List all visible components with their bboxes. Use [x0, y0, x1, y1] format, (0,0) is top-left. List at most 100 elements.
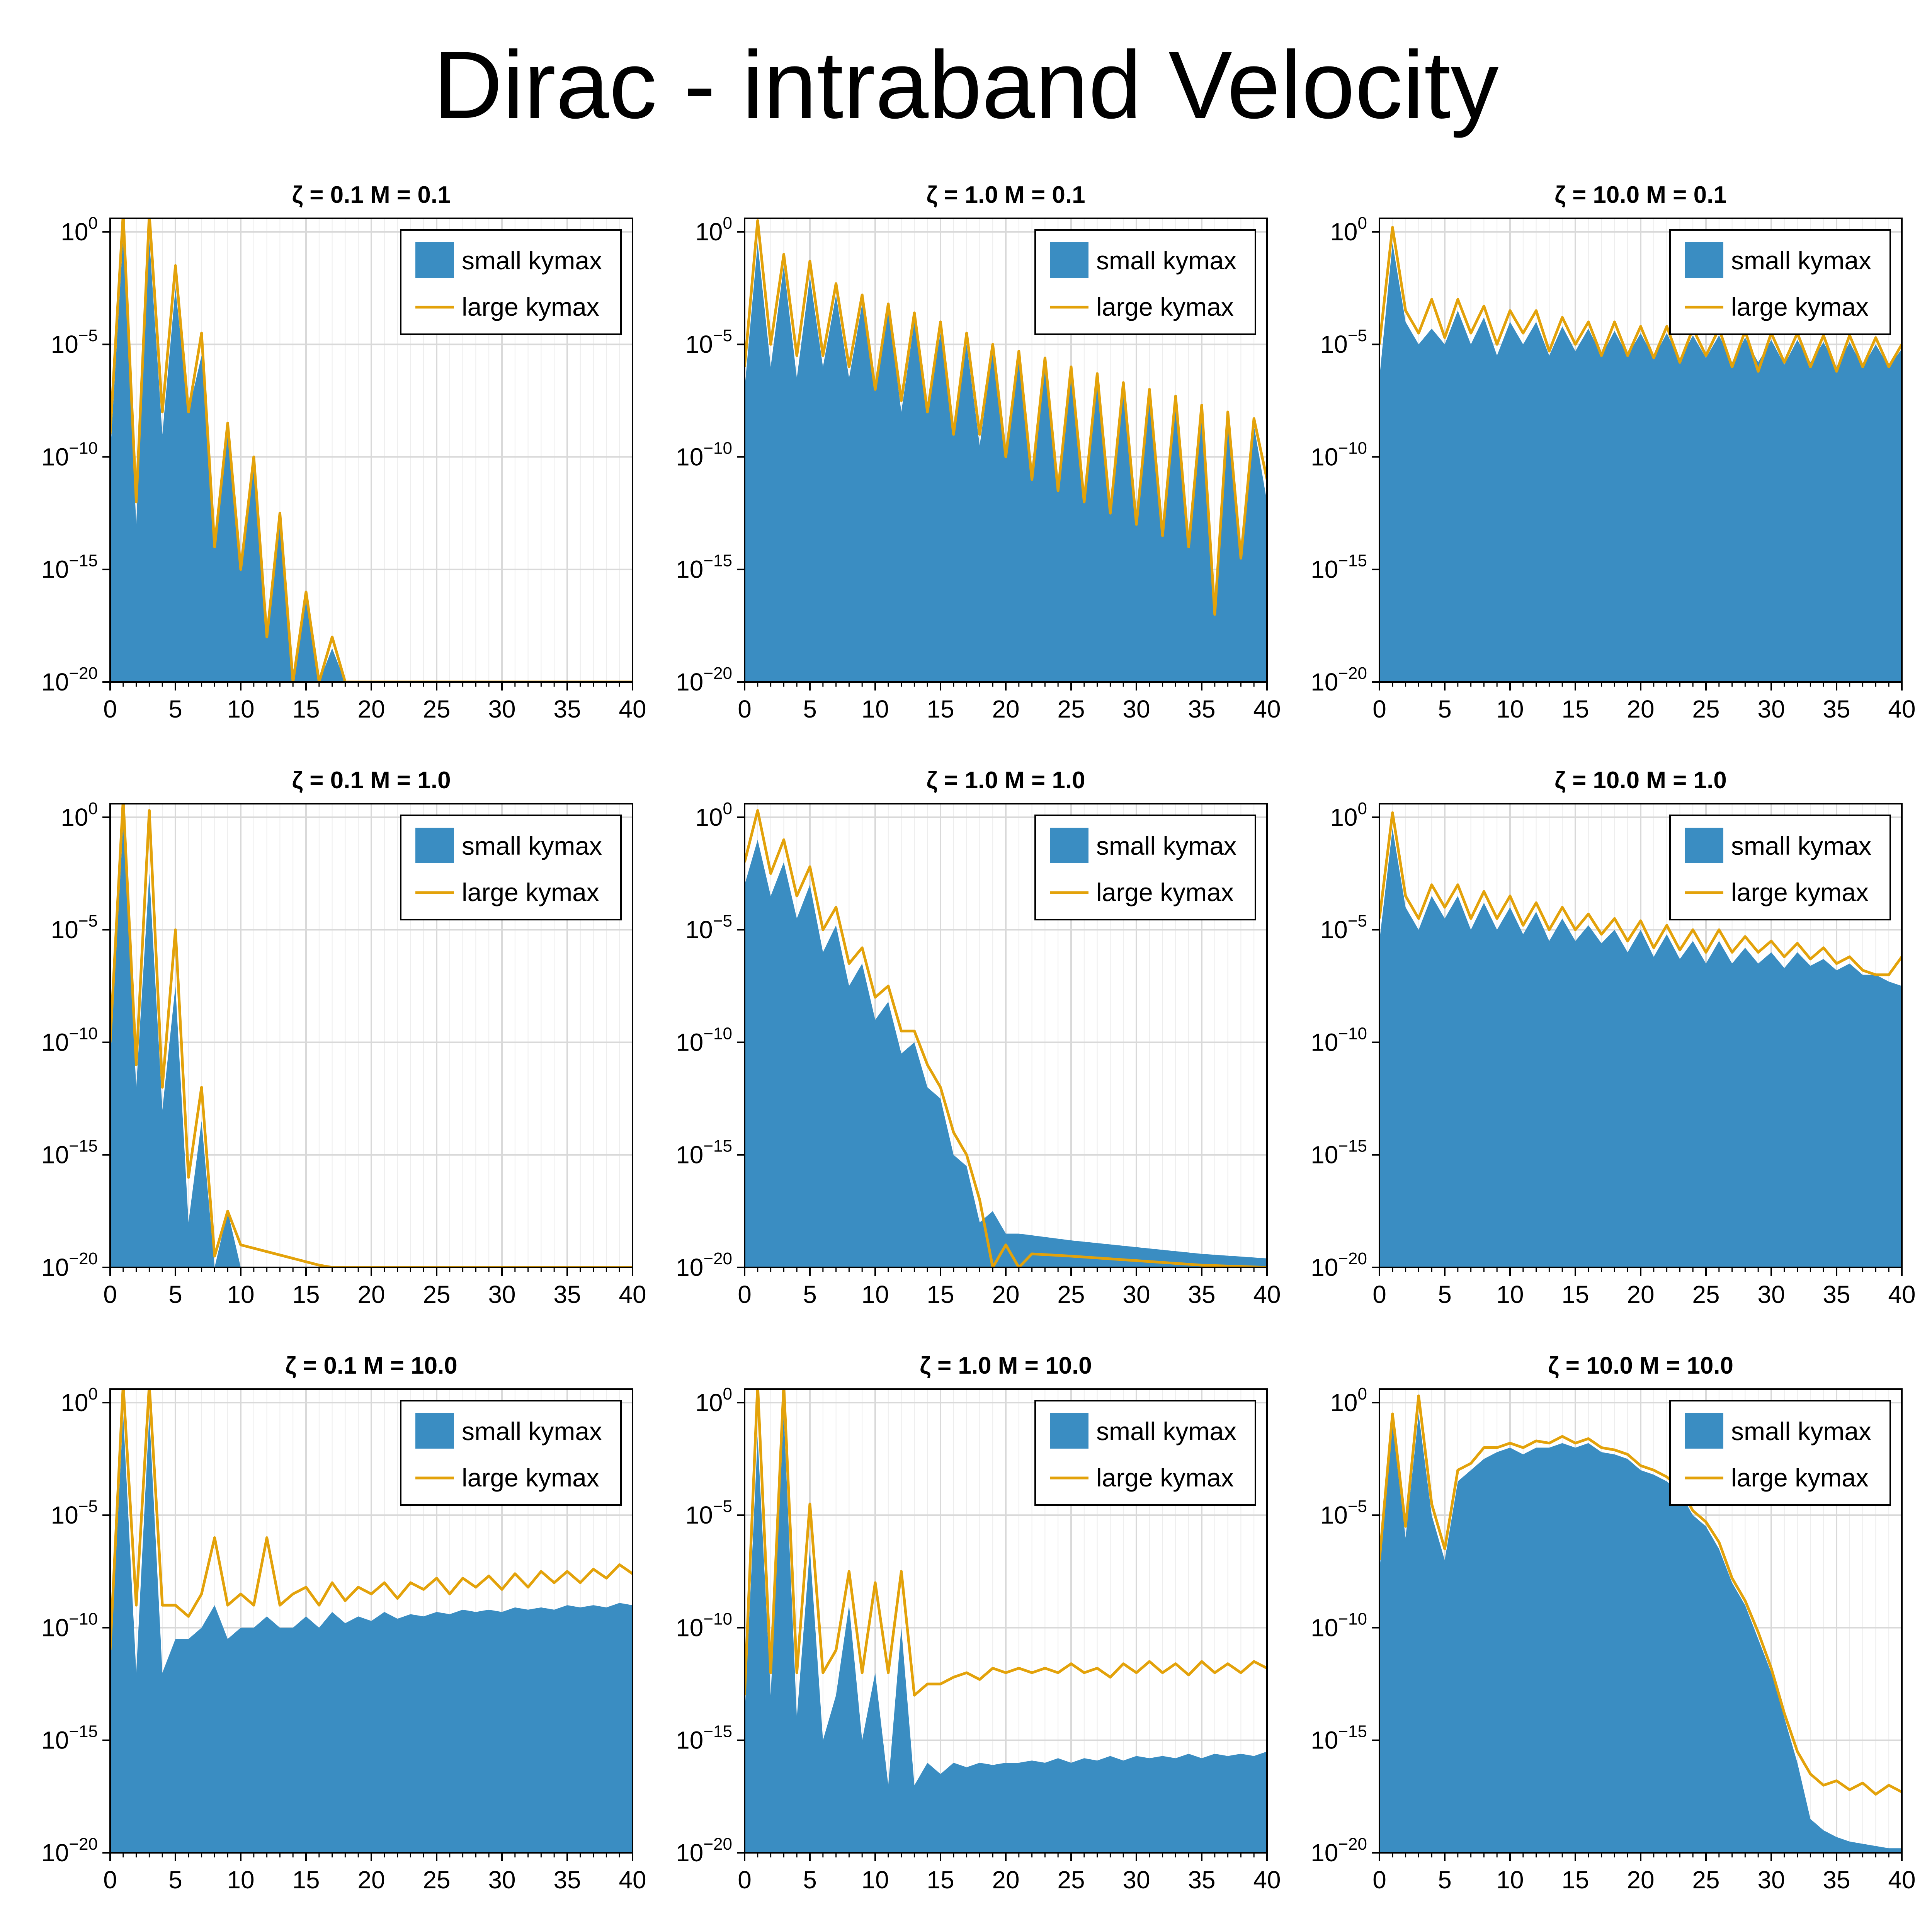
legend: small kymax large kymax — [1669, 815, 1891, 920]
y-tick-label: 100 — [61, 1384, 98, 1417]
x-tick-label: 40 — [619, 1281, 646, 1308]
y-tick-label: 10−15 — [676, 551, 732, 583]
series-large-kymax-line — [745, 1389, 1267, 1697]
legend-small-label: small kymax — [1731, 1417, 1871, 1446]
legend-small-swatch — [1685, 828, 1723, 863]
series-small-kymax-area — [745, 1414, 1267, 1853]
y-tick-label: 100 — [1330, 799, 1367, 831]
y-tick-label: 10−20 — [41, 1249, 98, 1281]
panel-title: ζ = 1.0 M = 0.1 — [926, 182, 1085, 208]
y-tick-label: 10−5 — [1320, 326, 1367, 358]
x-tick-label: 5 — [803, 695, 817, 723]
series-small-kymax-area — [110, 1414, 633, 1853]
y-tick-label: 10−10 — [676, 439, 732, 471]
panel-title: ζ = 0.1 M = 0.1 — [292, 182, 451, 208]
series-small-kymax-area — [110, 824, 633, 1267]
x-tick-label: 35 — [1188, 1866, 1215, 1894]
legend-small-label: small kymax — [1731, 832, 1871, 860]
legend: small kymax large kymax — [400, 229, 622, 335]
y-tick-label: 10−5 — [51, 1497, 98, 1529]
y-tick-label: 10−20 — [41, 1835, 98, 1867]
y-tick-label: 10−10 — [41, 1024, 98, 1056]
x-tick-label: 25 — [1057, 695, 1085, 723]
y-tick-label: 10−20 — [676, 664, 732, 696]
series-large-kymax-line — [1379, 226, 1902, 373]
y-tick-label: 10−5 — [51, 326, 98, 358]
x-tick-label: 20 — [357, 1281, 385, 1308]
series-large-kymax-line — [110, 1389, 633, 1650]
x-tick-label: 15 — [292, 1866, 320, 1894]
y-tick-label: 10−10 — [41, 439, 98, 471]
legend-large-label: large kymax — [1096, 1463, 1234, 1492]
x-tick-label: 35 — [553, 1866, 581, 1894]
x-tick-label: 40 — [1253, 695, 1281, 723]
legend: small kymax large kymax — [1034, 229, 1256, 335]
y-tick-label: 10−20 — [1311, 1835, 1367, 1867]
series-large-kymax-line — [745, 219, 1267, 616]
x-tick-label: 40 — [1888, 1281, 1915, 1308]
legend-small-label: small kymax — [462, 1417, 602, 1446]
y-tick-label: 10−20 — [676, 1835, 732, 1867]
y-tick-label: 10−20 — [41, 664, 98, 696]
legend: small kymax large kymax — [1034, 815, 1256, 920]
x-tick-label: 30 — [1122, 695, 1150, 723]
x-tick-label: 15 — [927, 1281, 954, 1308]
legend: small kymax large kymax — [400, 1400, 622, 1506]
x-tick-label: 30 — [1757, 1281, 1785, 1308]
y-tick-label: 10−5 — [51, 912, 98, 944]
x-tick-label: 10 — [227, 1866, 254, 1894]
panel-title: ζ = 0.1 M = 1.0 — [292, 767, 451, 794]
x-tick-label: 10 — [227, 1281, 254, 1308]
y-tick-label: 10−15 — [676, 1137, 732, 1169]
y-tick-label: 10−10 — [1311, 439, 1367, 471]
y-tick-label: 10−10 — [676, 1024, 732, 1056]
panel-3: ζ = 10.0 M = 0.1 0 5 10 15 20 25 30 35 40 100 10−5 1… — [1311, 182, 1915, 723]
x-tick-label: 30 — [488, 695, 515, 723]
x-tick-label: 35 — [1823, 1281, 1850, 1308]
panel-title: ζ = 10.0 M = 1.0 — [1554, 767, 1727, 794]
y-tick-label: 10−10 — [1311, 1609, 1367, 1641]
x-tick-label: 5 — [168, 1866, 182, 1894]
x-tick-label: 35 — [1823, 695, 1850, 723]
x-tick-label: 10 — [861, 1281, 889, 1308]
y-tick-label: 10−20 — [1311, 1249, 1367, 1281]
series-large-kymax-line — [1379, 1395, 1902, 1796]
x-tick-label: 10 — [1496, 1281, 1524, 1308]
x-tick-label: 25 — [1692, 695, 1719, 723]
x-tick-label: 40 — [619, 695, 646, 723]
y-tick-label: 10−20 — [676, 1249, 732, 1281]
series-large-kymax-line — [1379, 811, 1902, 976]
panel-title: ζ = 10.0 M = 0.1 — [1554, 182, 1727, 208]
x-tick-label: 0 — [738, 695, 752, 723]
y-tick-label: 10−5 — [1320, 912, 1367, 944]
figure-title: Dirac - intraband Velocity — [433, 31, 1499, 138]
y-tick-label: 100 — [1330, 1384, 1367, 1417]
legend-small-label: small kymax — [1096, 246, 1236, 275]
x-tick-label: 15 — [292, 695, 320, 723]
legend-large-label: large kymax — [1731, 293, 1869, 321]
x-tick-label: 10 — [227, 695, 254, 723]
x-tick-label: 35 — [553, 1281, 581, 1308]
x-tick-label: 5 — [1438, 1281, 1452, 1308]
y-tick-label: 100 — [695, 799, 732, 831]
x-tick-label: 15 — [292, 1281, 320, 1308]
series-large-kymax-line — [745, 809, 1267, 1267]
legend-large-label: large kymax — [462, 293, 599, 321]
legend-large-label: large kymax — [1096, 293, 1234, 321]
legend-small-label: small kymax — [1096, 832, 1236, 860]
x-tick-label: 35 — [1188, 695, 1215, 723]
x-tick-label: 5 — [1438, 1866, 1452, 1894]
x-tick-label: 35 — [1188, 1281, 1215, 1308]
y-tick-label: 10−20 — [1311, 664, 1367, 696]
x-tick-label: 0 — [103, 1281, 117, 1308]
x-tick-label: 20 — [1627, 1281, 1654, 1308]
x-tick-label: 15 — [1561, 695, 1589, 723]
y-tick-label: 10−15 — [1311, 551, 1367, 583]
y-tick-label: 10−15 — [41, 551, 98, 583]
x-tick-label: 40 — [1253, 1281, 1281, 1308]
x-tick-label: 0 — [1372, 1866, 1386, 1894]
x-tick-label: 20 — [992, 1866, 1019, 1894]
x-tick-label: 0 — [103, 1866, 117, 1894]
series-small-kymax-area — [1379, 243, 1902, 682]
